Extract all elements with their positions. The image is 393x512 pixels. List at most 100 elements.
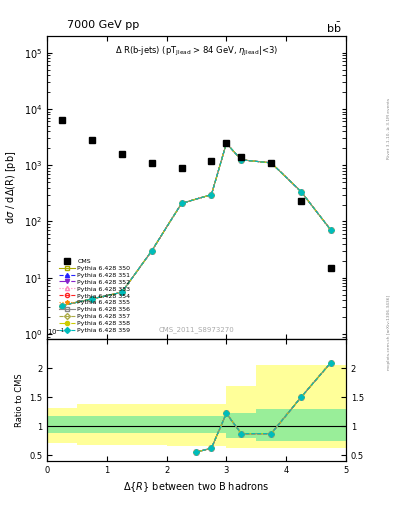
Pythia 6.428 353 — [179, 200, 184, 206]
Pythia 6.428 359 — [90, 296, 94, 302]
Pythia 6.428 350 — [209, 191, 214, 198]
Pythia 6.428 358 — [149, 248, 154, 254]
Pythia 6.428 351 — [209, 191, 214, 198]
Pythia 6.428 359 — [299, 188, 303, 195]
CMS — [90, 137, 94, 143]
Pythia 6.428 351 — [329, 227, 333, 233]
Pythia 6.428 354 — [60, 303, 64, 309]
Pythia 6.428 354 — [239, 157, 244, 163]
CMS — [179, 165, 184, 171]
Pythia 6.428 356 — [149, 248, 154, 254]
Pythia 6.428 355 — [90, 296, 94, 302]
Line: Pythia 6.428 357: Pythia 6.428 357 — [60, 141, 333, 308]
Pythia 6.428 350 — [239, 157, 244, 163]
Text: 10$^{-1}$: 10$^{-1}$ — [47, 327, 65, 338]
Pythia 6.428 359 — [119, 289, 124, 295]
Pythia 6.428 350 — [179, 200, 184, 206]
Pythia 6.428 356 — [60, 303, 64, 309]
Pythia 6.428 358 — [209, 191, 214, 198]
Pythia 6.428 356 — [239, 157, 244, 163]
Pythia 6.428 351 — [269, 160, 274, 166]
Pythia 6.428 352 — [239, 157, 244, 163]
Pythia 6.428 355 — [224, 140, 229, 146]
Pythia 6.428 359 — [224, 140, 229, 146]
Pythia 6.428 354 — [224, 140, 229, 146]
CMS — [329, 265, 333, 271]
Pythia 6.428 354 — [119, 289, 124, 295]
Pythia 6.428 359 — [209, 191, 214, 198]
Pythia 6.428 355 — [329, 227, 333, 233]
Pythia 6.428 355 — [60, 303, 64, 309]
Text: CMS_2011_S8973270: CMS_2011_S8973270 — [159, 327, 234, 333]
Pythia 6.428 358 — [224, 140, 229, 146]
Line: Pythia 6.428 355: Pythia 6.428 355 — [60, 141, 333, 308]
Pythia 6.428 354 — [299, 188, 303, 195]
X-axis label: $\Delta\{R\}$ between two B hadrons: $\Delta\{R\}$ between two B hadrons — [123, 480, 270, 494]
Pythia 6.428 358 — [119, 289, 124, 295]
Pythia 6.428 351 — [179, 200, 184, 206]
Pythia 6.428 352 — [149, 248, 154, 254]
Pythia 6.428 353 — [149, 248, 154, 254]
Pythia 6.428 359 — [329, 227, 333, 233]
Pythia 6.428 351 — [239, 157, 244, 163]
Pythia 6.428 355 — [299, 188, 303, 195]
Line: Pythia 6.428 358: Pythia 6.428 358 — [60, 141, 333, 308]
Pythia 6.428 356 — [209, 191, 214, 198]
Pythia 6.428 352 — [329, 227, 333, 233]
Pythia 6.428 354 — [179, 200, 184, 206]
Pythia 6.428 351 — [149, 248, 154, 254]
Pythia 6.428 358 — [269, 160, 274, 166]
Pythia 6.428 357 — [269, 160, 274, 166]
Pythia 6.428 355 — [149, 248, 154, 254]
Text: $\Delta$ R(b-jets) (pT$_\mathregular{Jlead}$ > 84 GeV, $\eta_\mathregular{Jlead}: $\Delta$ R(b-jets) (pT$_\mathregular{Jle… — [115, 45, 278, 58]
Pythia 6.428 353 — [269, 160, 274, 166]
Pythia 6.428 358 — [299, 188, 303, 195]
CMS — [239, 154, 244, 160]
Pythia 6.428 353 — [90, 296, 94, 302]
Pythia 6.428 359 — [239, 157, 244, 163]
Pythia 6.428 351 — [90, 296, 94, 302]
Pythia 6.428 357 — [329, 227, 333, 233]
Pythia 6.428 351 — [60, 303, 64, 309]
Legend: CMS, Pythia 6.428 350, Pythia 6.428 351, Pythia 6.428 352, Pythia 6.428 353, Pyt: CMS, Pythia 6.428 350, Pythia 6.428 351,… — [59, 259, 130, 333]
Pythia 6.428 351 — [299, 188, 303, 195]
Line: Pythia 6.428 352: Pythia 6.428 352 — [60, 141, 333, 308]
Pythia 6.428 352 — [179, 200, 184, 206]
CMS — [224, 140, 229, 146]
Pythia 6.428 356 — [299, 188, 303, 195]
Pythia 6.428 355 — [179, 200, 184, 206]
Y-axis label: Ratio to CMS: Ratio to CMS — [15, 373, 24, 427]
Pythia 6.428 357 — [90, 296, 94, 302]
Pythia 6.428 356 — [269, 160, 274, 166]
Pythia 6.428 354 — [90, 296, 94, 302]
Pythia 6.428 355 — [119, 289, 124, 295]
Text: Rivet 3.1.10, ≥ 3.1M events: Rivet 3.1.10, ≥ 3.1M events — [387, 97, 391, 159]
Line: Pythia 6.428 351: Pythia 6.428 351 — [60, 141, 333, 308]
Pythia 6.428 352 — [299, 188, 303, 195]
Pythia 6.428 352 — [90, 296, 94, 302]
Pythia 6.428 357 — [299, 188, 303, 195]
Pythia 6.428 356 — [119, 289, 124, 295]
Pythia 6.428 355 — [239, 157, 244, 163]
Pythia 6.428 350 — [149, 248, 154, 254]
Line: Pythia 6.428 354: Pythia 6.428 354 — [60, 141, 333, 308]
Pythia 6.428 351 — [119, 289, 124, 295]
Line: Pythia 6.428 356: Pythia 6.428 356 — [60, 141, 333, 308]
Pythia 6.428 354 — [149, 248, 154, 254]
CMS — [119, 151, 124, 157]
CMS — [149, 160, 154, 166]
Pythia 6.428 353 — [209, 191, 214, 198]
Pythia 6.428 357 — [179, 200, 184, 206]
Pythia 6.428 350 — [60, 303, 64, 309]
Pythia 6.428 356 — [90, 296, 94, 302]
Pythia 6.428 359 — [149, 248, 154, 254]
Pythia 6.428 353 — [299, 188, 303, 195]
CMS — [60, 116, 64, 122]
Line: CMS: CMS — [59, 116, 334, 271]
Pythia 6.428 350 — [90, 296, 94, 302]
Pythia 6.428 354 — [209, 191, 214, 198]
Pythia 6.428 358 — [329, 227, 333, 233]
Pythia 6.428 358 — [179, 200, 184, 206]
Line: Pythia 6.428 359: Pythia 6.428 359 — [60, 141, 333, 308]
Text: 7000 GeV pp: 7000 GeV pp — [67, 20, 139, 31]
